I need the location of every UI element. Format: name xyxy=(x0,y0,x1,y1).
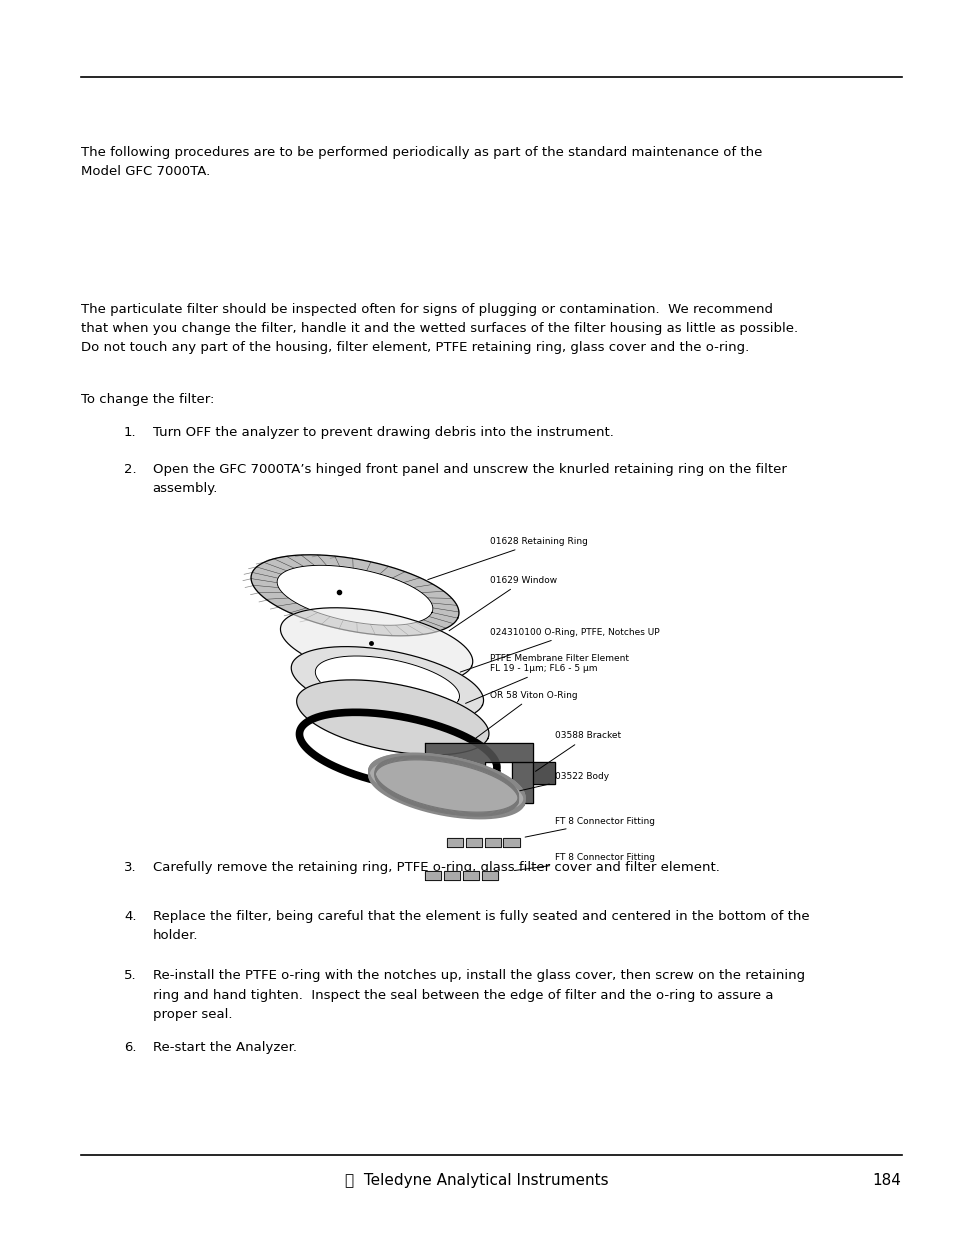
Text: Open the GFC 7000TA’s hinged front panel and unscrew the knurled retaining ring : Open the GFC 7000TA’s hinged front panel… xyxy=(152,463,785,477)
Text: 5.: 5. xyxy=(124,969,136,983)
Text: To change the filter:: To change the filter: xyxy=(81,393,214,406)
Polygon shape xyxy=(280,608,473,683)
Text: 1.: 1. xyxy=(124,426,136,440)
Text: 2.: 2. xyxy=(124,463,136,477)
Text: Replace the filter, being careful that the element is fully seated and centered : Replace the filter, being careful that t… xyxy=(152,910,808,924)
Text: 024310100 O-Ring, PTFE, Notches UP: 024310100 O-Ring, PTFE, Notches UP xyxy=(459,627,659,672)
Text: 6.: 6. xyxy=(124,1041,136,1055)
Text: Carefully remove the retaining ring, PTFE o-ring, glass filter cover and filter : Carefully remove the retaining ring, PTF… xyxy=(152,861,719,874)
Text: 01629 Window: 01629 Window xyxy=(449,576,557,631)
Text: The particulate filter should be inspected often for signs of plugging or contam: The particulate filter should be inspect… xyxy=(81,303,772,316)
Text: Do not touch any part of the housing, filter element, PTFE retaining ring, glass: Do not touch any part of the housing, fi… xyxy=(81,341,748,354)
Text: FT 8 Connector Fitting: FT 8 Connector Fitting xyxy=(514,853,654,871)
Text: Re-install the PTFE o-ring with the notches up, install the glass cover, then sc: Re-install the PTFE o-ring with the notc… xyxy=(152,969,804,983)
Text: FT 8 Connector Fitting: FT 8 Connector Fitting xyxy=(524,816,654,837)
Polygon shape xyxy=(484,837,500,847)
Polygon shape xyxy=(444,871,459,881)
Polygon shape xyxy=(425,743,533,803)
Polygon shape xyxy=(446,837,462,847)
Text: proper seal.: proper seal. xyxy=(152,1008,232,1021)
Polygon shape xyxy=(481,871,497,881)
Text: OR 58 Viton O-Ring: OR 58 Viton O-Ring xyxy=(476,690,577,739)
Polygon shape xyxy=(465,837,481,847)
Text: PTFE Membrane Filter Element
FL 19 - 1μm; FL6 - 5 μm: PTFE Membrane Filter Element FL 19 - 1μm… xyxy=(465,655,628,704)
Text: 01628 Retaining Ring: 01628 Retaining Ring xyxy=(427,537,587,579)
Text: Re-start the Analyzer.: Re-start the Analyzer. xyxy=(152,1041,296,1055)
Text: that when you change the filter, handle it and the wetted surfaces of the filter: that when you change the filter, handle … xyxy=(81,322,798,335)
Text: ring and hand tighten.  Inspect the seal between the edge of filter and the o-ri: ring and hand tighten. Inspect the seal … xyxy=(152,988,772,1002)
Text: 184: 184 xyxy=(872,1173,901,1188)
Polygon shape xyxy=(462,871,478,881)
Polygon shape xyxy=(503,837,519,847)
Text: 3.: 3. xyxy=(124,861,136,874)
Polygon shape xyxy=(296,680,489,755)
Text: Model GFC 7000TA.: Model GFC 7000TA. xyxy=(81,164,210,178)
Polygon shape xyxy=(291,647,483,721)
Text: 03588 Bracket: 03588 Bracket xyxy=(535,731,620,772)
Polygon shape xyxy=(369,753,524,815)
Polygon shape xyxy=(511,762,555,784)
Text: The following procedures are to be performed periodically as part of the standar: The following procedures are to be perfo… xyxy=(81,146,761,159)
Text: 03522 Body: 03522 Body xyxy=(519,772,608,790)
Text: assembly.: assembly. xyxy=(152,483,218,495)
Polygon shape xyxy=(251,555,458,636)
Polygon shape xyxy=(314,656,459,713)
Polygon shape xyxy=(425,871,441,881)
Text: 🌲  Teledyne Analytical Instruments: 🌲 Teledyne Analytical Instruments xyxy=(345,1173,608,1188)
Text: 4.: 4. xyxy=(124,910,136,924)
Text: holder.: holder. xyxy=(152,929,198,942)
Polygon shape xyxy=(276,566,433,625)
Text: Turn OFF the analyzer to prevent drawing debris into the instrument.: Turn OFF the analyzer to prevent drawing… xyxy=(152,426,613,440)
